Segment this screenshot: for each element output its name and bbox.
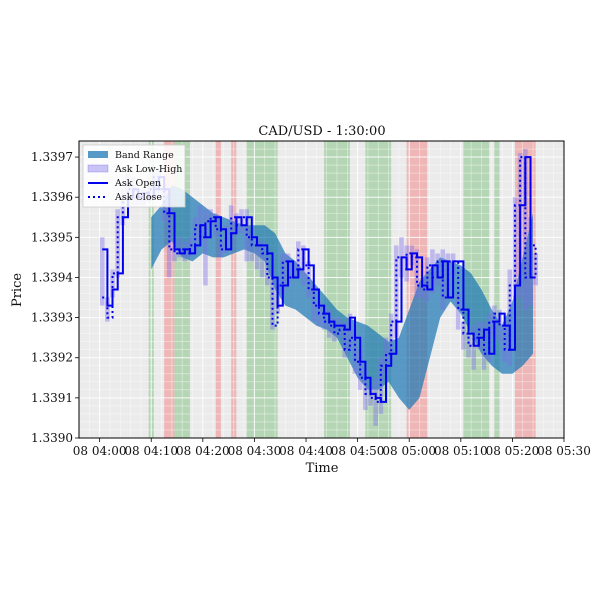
shaded-zone-red bbox=[164, 141, 175, 438]
low-high-bar bbox=[203, 209, 208, 286]
legend-swatch-ask-low-high bbox=[87, 164, 109, 173]
low-high-bar bbox=[187, 237, 193, 258]
low-high-bar bbox=[388, 313, 394, 362]
low-high-bar bbox=[208, 209, 213, 226]
low-high-bar bbox=[440, 249, 446, 310]
y-tick-label: 1.3397 bbox=[31, 150, 73, 164]
legend: Band Range Ask Low-High Ask Open Ask Clo… bbox=[82, 144, 186, 208]
low-high-bar bbox=[337, 317, 342, 338]
x-axis-label: Time bbox=[306, 461, 339, 476]
legend-label-ask-low-high: Ask Low-High bbox=[114, 164, 182, 175]
low-high-bar bbox=[393, 245, 399, 338]
low-high-bar bbox=[99, 237, 105, 306]
x-tick-label: 08 04:10 bbox=[124, 444, 178, 458]
legend-label-ask-open: Ask Open bbox=[114, 178, 161, 189]
chart-title: CAD/USD - 1:30:00 bbox=[258, 124, 385, 139]
x-tick-label: 08 04:40 bbox=[279, 444, 333, 458]
low-high-bar bbox=[295, 241, 301, 278]
low-high-bar bbox=[497, 309, 502, 342]
low-high-bar bbox=[461, 321, 466, 350]
low-high-bar bbox=[502, 321, 507, 362]
shaded-zone-red bbox=[215, 141, 221, 438]
y-tick-label: 1.3395 bbox=[31, 230, 73, 244]
low-high-bar bbox=[115, 209, 121, 278]
legend-swatch-band-range bbox=[88, 151, 108, 158]
low-high-bar bbox=[368, 385, 373, 406]
legend-label-band-range: Band Range bbox=[115, 150, 174, 161]
x-tick-label: 08 04:00 bbox=[73, 444, 127, 458]
low-high-bar bbox=[306, 261, 311, 298]
low-high-bar bbox=[110, 269, 115, 298]
low-high-bar bbox=[424, 257, 430, 302]
ask-open-line bbox=[102, 156, 536, 403]
x-tick-label: 08 04:30 bbox=[228, 444, 282, 458]
y-tick-label: 1.3392 bbox=[31, 351, 73, 365]
low-high-bar bbox=[192, 217, 198, 254]
x-tick-label: 08 05:30 bbox=[537, 444, 591, 458]
low-high-bar bbox=[507, 269, 513, 366]
low-high-bar bbox=[197, 205, 203, 242]
low-high-bar bbox=[471, 325, 477, 370]
x-tick-label: 08 05:20 bbox=[486, 444, 540, 458]
ask-close-line bbox=[102, 156, 537, 403]
low-high-bar bbox=[259, 241, 265, 278]
y-tick-label: 1.3396 bbox=[31, 190, 73, 204]
low-high-bar bbox=[254, 237, 260, 270]
low-high-bar bbox=[512, 197, 518, 298]
x-tick-label: 08 05:10 bbox=[434, 444, 488, 458]
low-high-bar bbox=[332, 317, 337, 342]
y-tick-label: 1.3391 bbox=[31, 391, 73, 405]
low-high-bar bbox=[476, 321, 482, 350]
band-range-fill bbox=[151, 185, 533, 410]
x-tick-label: 08 04:20 bbox=[176, 444, 230, 458]
low-high-bar bbox=[455, 293, 461, 330]
low-high-bar bbox=[177, 237, 182, 258]
low-high-bar bbox=[352, 329, 358, 374]
x-tick-label: 08 04:50 bbox=[331, 444, 385, 458]
band-range-area bbox=[151, 185, 533, 410]
y-tick-label: 1.3390 bbox=[31, 431, 73, 445]
low-high-bar bbox=[105, 297, 110, 322]
low-high-bar bbox=[373, 377, 378, 426]
low-high-bar bbox=[326, 309, 332, 338]
low-high-bar bbox=[347, 313, 353, 350]
y-axis-ticks: 1.3390 1.3391 1.3392 1.3393 1.3394 1.3395 1.33… bbox=[31, 150, 79, 445]
y-axis-label: Price bbox=[10, 273, 25, 307]
x-tick-label: 08 05:00 bbox=[382, 444, 436, 458]
low-high-bar bbox=[249, 233, 255, 262]
y-tick-label: 1.3394 bbox=[31, 270, 73, 284]
plot-frame bbox=[78, 140, 565, 439]
low-high-bar bbox=[414, 249, 420, 298]
ask-lines bbox=[102, 156, 537, 403]
low-high-bar bbox=[466, 333, 471, 358]
y-tick-label: 1.3393 bbox=[31, 311, 73, 325]
low-high-bar bbox=[218, 241, 224, 258]
low-high-bar bbox=[522, 149, 528, 310]
legend-label-ask-close: Ask Close bbox=[114, 192, 162, 203]
shaded-zone-green bbox=[494, 141, 500, 438]
